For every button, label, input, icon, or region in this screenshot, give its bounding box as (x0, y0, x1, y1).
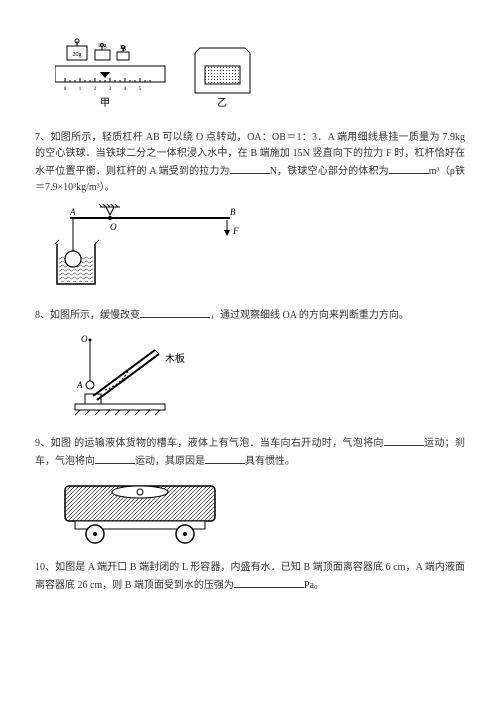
svg-text:B: B (230, 207, 236, 217)
q9-text-4: 具有惯性。 (245, 456, 295, 467)
svg-text:O: O (110, 222, 117, 232)
figure-q6: 20g 10g 5g 0 1 2 3 4 5 (55, 38, 465, 118)
fig6-svg: 20g 10g 5g 0 1 2 3 4 5 (55, 38, 275, 118)
q8-text-1: 8、如图所示，缓慢改变 (35, 310, 140, 321)
q10-blank-1 (234, 576, 304, 588)
svg-text:A: A (69, 207, 76, 217)
q9-text-1: 9、如图 的运输液体货物的槽车，液体上有气泡．当车向右开动时，气泡将向 (35, 438, 384, 449)
label-yi: 乙 (217, 97, 227, 109)
svg-text:5: 5 (139, 87, 142, 92)
question-9: 9、如图 的运输液体货物的槽车，液体上有气泡．当车向右开动时，气泡将向运动；刹车… (35, 434, 465, 470)
question-7: 7、如图所示，轻质杠杆 AB 可以绕 O 点转动，OA：OB＝1：3．A 端用细… (35, 130, 465, 196)
fig8-svg: 木板 O A (55, 332, 215, 422)
question-10: 10、如图是 A 端开口 B 端封闭的 L 形容器，内盛有水．已知 B 端顶面离… (35, 560, 465, 594)
q9-blank-3 (205, 452, 245, 464)
svg-text:A: A (76, 380, 83, 390)
svg-text:木板: 木板 (165, 352, 185, 365)
svg-text:0: 0 (64, 87, 67, 92)
weight-10g: 10g (98, 43, 107, 49)
q7-blank-2 (389, 162, 429, 174)
fig7-svg: A B O F (55, 204, 255, 294)
weight-20g: 20g (73, 52, 82, 58)
figure-q8: 木板 O A (55, 332, 465, 422)
q8-blank-1 (140, 306, 210, 318)
q10-text-2: Pa。 (304, 580, 324, 591)
weight-5g: 5g (120, 45, 126, 51)
q9-blank-2 (95, 452, 135, 464)
figure-q7: A B O F (55, 204, 465, 294)
fig9-svg (55, 478, 235, 548)
label-jia: 甲 (100, 98, 110, 109)
q8-text-2: ，通过观察细线 OA 的方向来判断重力方向。 (210, 310, 409, 321)
svg-text:O: O (81, 334, 88, 344)
q7-text-2: N，铁球空心部分的体积为 (270, 166, 389, 177)
svg-text:1: 1 (79, 87, 82, 92)
svg-text:3: 3 (109, 87, 112, 92)
q9-blank-1 (384, 434, 424, 446)
question-8: 8、如图所示，缓慢改变 ，通过观察细线 OA 的方向来判断重力方向。 (35, 306, 465, 324)
svg-text:F: F (232, 226, 239, 236)
svg-text:2: 2 (94, 87, 97, 92)
q9-text-3: 运动，其原因是 (135, 456, 205, 467)
figure-q9 (55, 478, 465, 548)
q7-blank-1 (230, 162, 270, 174)
svg-text:4: 4 (124, 87, 127, 92)
